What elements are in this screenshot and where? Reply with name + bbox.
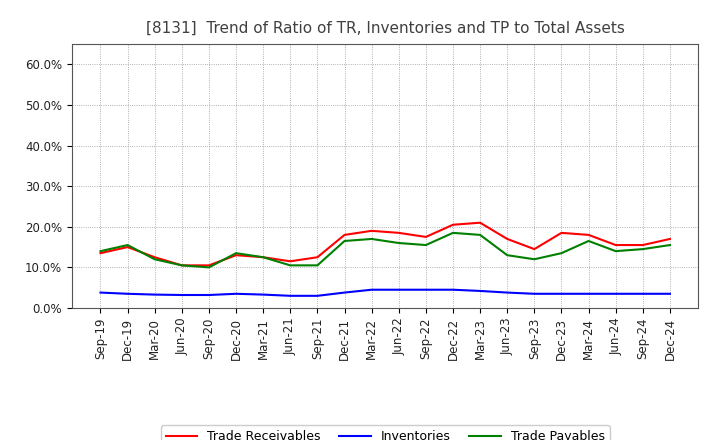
Trade Payables: [123, 242, 132, 248]
Inventories: [313, 293, 322, 298]
Legend: Trade Receivables, Inventories, Trade Payables: Trade Receivables, Inventories, Trade Pa…: [161, 425, 610, 440]
Inventories: [611, 291, 620, 297]
Line: Inventories: Inventories: [101, 290, 670, 296]
Inventories: [395, 287, 403, 292]
Trade Payables: [395, 240, 403, 246]
Trade Payables: [178, 263, 186, 268]
Trade Payables: [665, 242, 674, 248]
Trade Receivables: [503, 236, 511, 242]
Trade Receivables: [449, 222, 457, 227]
Trade Payables: [584, 238, 593, 244]
Trade Payables: [232, 250, 240, 256]
Trade Receivables: [530, 246, 539, 252]
Line: Trade Payables: Trade Payables: [101, 233, 670, 268]
Inventories: [150, 292, 159, 297]
Inventories: [584, 291, 593, 297]
Inventories: [123, 291, 132, 297]
Trade Receivables: [557, 230, 566, 235]
Trade Payables: [204, 265, 213, 270]
Inventories: [557, 291, 566, 297]
Trade Receivables: [665, 236, 674, 242]
Inventories: [204, 292, 213, 297]
Trade Payables: [367, 236, 376, 242]
Trade Payables: [96, 249, 105, 254]
Inventories: [449, 287, 457, 292]
Trade Receivables: [367, 228, 376, 234]
Trade Payables: [421, 242, 430, 248]
Trade Receivables: [584, 232, 593, 238]
Trade Receivables: [259, 255, 268, 260]
Trade Payables: [341, 238, 349, 244]
Trade Payables: [530, 257, 539, 262]
Title: [8131]  Trend of Ratio of TR, Inventories and TP to Total Assets: [8131] Trend of Ratio of TR, Inventories…: [145, 21, 625, 36]
Trade Receivables: [123, 245, 132, 250]
Trade Receivables: [232, 253, 240, 258]
Trade Receivables: [611, 242, 620, 248]
Inventories: [530, 291, 539, 297]
Trade Payables: [449, 230, 457, 235]
Trade Receivables: [341, 232, 349, 238]
Trade Payables: [611, 249, 620, 254]
Inventories: [341, 290, 349, 295]
Trade Receivables: [395, 230, 403, 235]
Trade Receivables: [96, 250, 105, 256]
Trade Payables: [259, 255, 268, 260]
Inventories: [503, 290, 511, 295]
Inventories: [476, 288, 485, 293]
Line: Trade Receivables: Trade Receivables: [101, 223, 670, 265]
Trade Payables: [557, 250, 566, 256]
Inventories: [367, 287, 376, 292]
Trade Payables: [639, 246, 647, 252]
Inventories: [178, 292, 186, 297]
Trade Receivables: [639, 242, 647, 248]
Trade Receivables: [178, 263, 186, 268]
Trade Payables: [150, 257, 159, 262]
Trade Receivables: [313, 255, 322, 260]
Trade Receivables: [204, 263, 213, 268]
Trade Receivables: [286, 259, 294, 264]
Inventories: [421, 287, 430, 292]
Inventories: [96, 290, 105, 295]
Trade Payables: [286, 263, 294, 268]
Trade Payables: [313, 263, 322, 268]
Trade Payables: [476, 232, 485, 238]
Trade Payables: [503, 253, 511, 258]
Trade Receivables: [150, 255, 159, 260]
Inventories: [259, 292, 268, 297]
Inventories: [639, 291, 647, 297]
Inventories: [665, 291, 674, 297]
Trade Receivables: [421, 234, 430, 239]
Inventories: [232, 291, 240, 297]
Trade Receivables: [476, 220, 485, 225]
Inventories: [286, 293, 294, 298]
